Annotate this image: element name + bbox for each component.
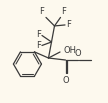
Text: F: F (36, 41, 41, 50)
Text: O: O (63, 76, 69, 85)
Text: F: F (62, 7, 66, 16)
Text: OH: OH (64, 46, 77, 56)
Text: F: F (36, 30, 41, 39)
Text: F: F (40, 7, 44, 16)
Text: F: F (66, 20, 71, 29)
Text: O: O (74, 49, 81, 58)
